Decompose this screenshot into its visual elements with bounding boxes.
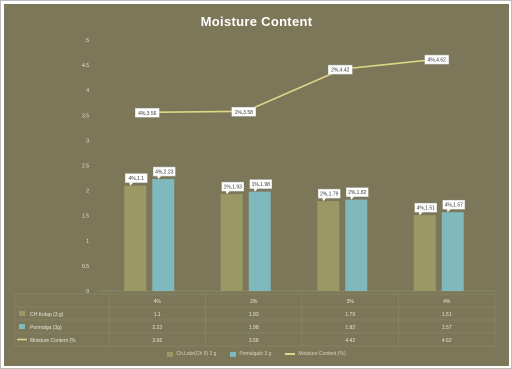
- y-tick-label: 4: [86, 88, 89, 94]
- legend-item-bar-a: Ch.Labr(Ch 5) 3 g: [167, 351, 216, 357]
- line-data-label-box: [135, 108, 160, 118]
- x-category-label: 4%: [443, 299, 451, 305]
- table-cell-value: 1.79: [345, 312, 355, 318]
- y-tick-label: 2.5: [82, 164, 89, 170]
- bar-data-label: 2%,1.79: [320, 192, 339, 198]
- bar-data-label: 2%,1.82: [348, 190, 367, 196]
- bar: [441, 212, 464, 291]
- bar-data-label-pointer: [350, 196, 355, 200]
- line-data-label: 1%,3.58: [235, 110, 254, 116]
- bar-data-label: 4%,1.51: [417, 206, 436, 212]
- table-cell-value: 1.82: [345, 325, 355, 331]
- bar-data-label-box: [318, 188, 341, 199]
- legend-swatch-bar-a: [167, 351, 174, 357]
- y-tick-label: 2: [86, 189, 89, 195]
- bar-data-label: 1%,1.98: [252, 182, 271, 188]
- table-cell-value: 1.57: [442, 325, 452, 331]
- bar-data-label: 4%,2.23: [155, 170, 174, 176]
- bar-data-label: 4%,1.1: [128, 176, 144, 182]
- bar: [413, 215, 436, 291]
- line-data-label-box: [328, 64, 353, 75]
- y-tick-label: 1: [86, 239, 89, 245]
- table-series-swatch: [19, 324, 25, 329]
- bar-data-label-pointer: [157, 176, 162, 180]
- bar-data-label: 1%,1.93: [224, 185, 243, 191]
- bar-data-label: 4%,1.57: [445, 203, 464, 209]
- y-tick-label: 0.5: [82, 264, 89, 270]
- table-series-swatch: [19, 311, 25, 316]
- table-cell-value: 4.62: [442, 338, 452, 344]
- x-category-label: 2%: [250, 299, 258, 305]
- table-cell-value: 3.56: [152, 338, 162, 344]
- legend-label-bar-a: Ch.Labr(Ch 5) 3 g: [176, 351, 217, 357]
- x-category-label: 4%: [154, 299, 162, 305]
- legend-item-bar-b: Pomalgalo 3 g: [230, 351, 271, 357]
- bar-data-label-pointer: [253, 188, 258, 192]
- bar-data-label-pointer: [446, 209, 451, 213]
- bar-data-label-pointer: [129, 182, 134, 186]
- bar: [248, 191, 271, 291]
- y-tick-label: 5: [86, 38, 89, 44]
- bar-data-label-box: [125, 173, 148, 183]
- table-series-name: Moisture Content (%: [30, 338, 76, 344]
- line-series: [149, 58, 439, 114]
- bar-data-label-pointer: [322, 198, 327, 202]
- line-data-label: 4%,4.62: [428, 58, 447, 64]
- line-data-label-box: [424, 54, 449, 65]
- bar-data-label-box: [153, 166, 176, 177]
- chart-plot: 0 0.5 1 1.5 2 2.5 3 3.5 4 4.5 5 4%,1.1 1%,1.93 2%,1.7…: [14, 38, 498, 347]
- y-tick-label: 4.5: [82, 63, 89, 69]
- chart-legend: Ch.Labr(Ch 5) 3 g Pomalgalo 3 g Moisture…: [4, 351, 509, 357]
- bar: [152, 179, 175, 291]
- bar: [317, 201, 340, 291]
- x-category-label: 3%: [347, 299, 355, 305]
- table-series-name: CH Kotap (3 g): [30, 312, 64, 318]
- bar-data-label-box: [346, 187, 369, 197]
- table-series-name: Pormalga (3g): [30, 325, 62, 331]
- bar-data-label-box: [414, 202, 437, 213]
- table-cell-value: 2.23: [152, 325, 162, 331]
- y-tick-label: 0: [86, 289, 89, 295]
- table-cell-value: 1.93: [249, 312, 259, 318]
- bar-data-label-box: [221, 181, 244, 192]
- y-tick-label: 1.5: [82, 214, 89, 220]
- table-cell-value: 1.51: [442, 312, 452, 318]
- bar: [124, 185, 147, 291]
- line-data-label: 4%,3.56: [138, 111, 157, 117]
- legend-label-line: Moisture Content (%): [298, 351, 346, 357]
- table-cell-value: 3.58: [249, 338, 259, 344]
- legend-swatch-line: [285, 353, 296, 355]
- chart-panel: Moisture Content 0 0.5 1 1.5 2 2.5 3 3.5 4 4.5 5 4%…: [4, 4, 509, 366]
- table-cell-value: 1.1: [154, 312, 161, 318]
- line-data-label-box: [231, 107, 256, 117]
- legend-item-line: Moisture Content (%): [285, 351, 346, 357]
- chart-title: Moisture Content: [200, 14, 313, 29]
- bar-data-label-box: [442, 199, 465, 210]
- line-data-label: 2%,4.42: [331, 68, 350, 74]
- bar-data-label-box: [249, 179, 272, 189]
- y-tick-label: 3.5: [82, 113, 89, 119]
- table-cell-value: 1.98: [249, 325, 259, 331]
- bar-data-label-pointer: [418, 212, 423, 216]
- y-tick-label: 3: [86, 138, 89, 144]
- bar: [345, 199, 368, 291]
- table-cell-value: 4.42: [345, 338, 355, 344]
- bar-data-label-pointer: [225, 191, 230, 195]
- legend-swatch-bar-b: [230, 351, 237, 357]
- bar: [220, 194, 243, 291]
- legend-label-bar-b: Pomalgalo 3 g: [239, 351, 272, 357]
